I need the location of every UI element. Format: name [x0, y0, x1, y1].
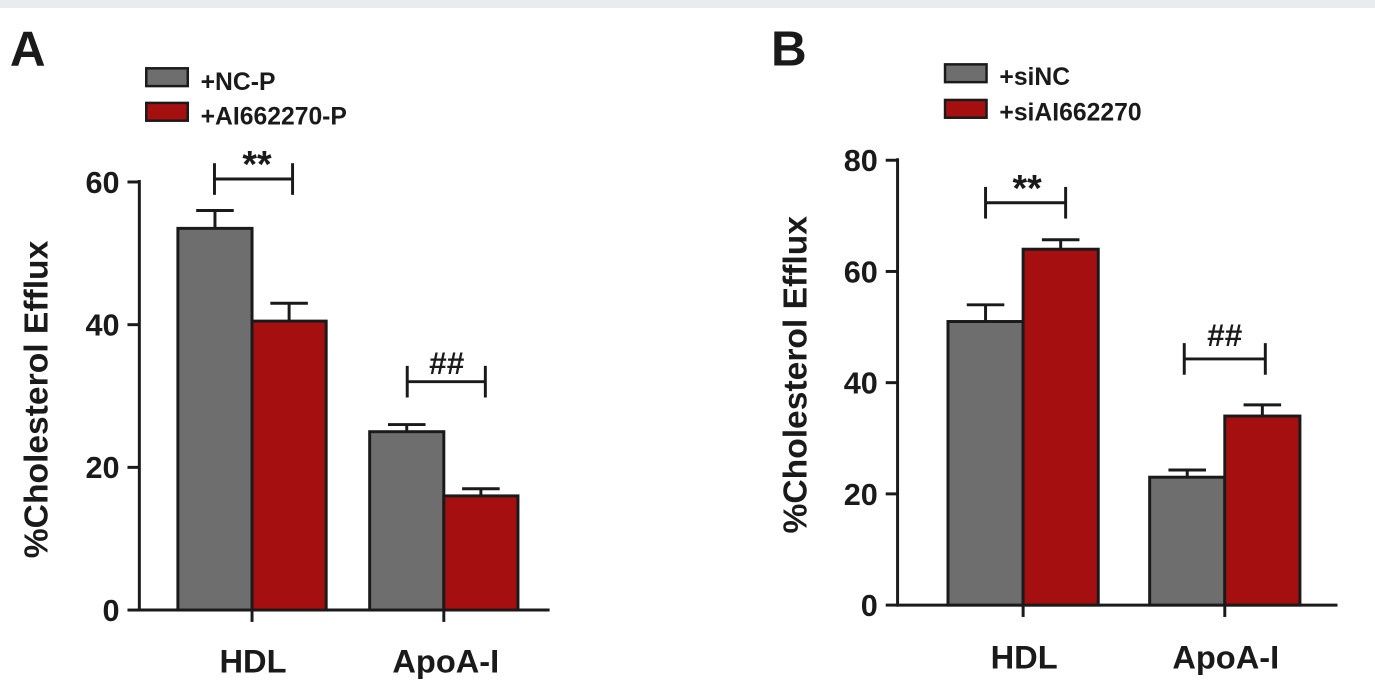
legend-swatch-b-1 — [943, 63, 988, 84]
legend-label-b-2: +siAI662270 — [999, 100, 1141, 127]
bar-a-s2-c2 — [442, 494, 520, 612]
chart-marks: 0 20 40 60 0 20 40 60 80 — [85, 63, 1338, 628]
y-axis-label-a: %Cholesterol Efflux — [18, 240, 55, 558]
y-tick-label-a-0: 0 — [103, 594, 120, 628]
x-category-label-b-1: HDL — [991, 638, 1058, 675]
chart-svg: A %Cholesterol Efflux +NC-P +AI662270-P … — [10, 21, 1338, 679]
legend-label-a-2: +AI662270-P — [201, 104, 347, 131]
y-tick-label-b-2: 40 — [844, 367, 878, 401]
y-tick-label-a-2: 40 — [85, 309, 119, 343]
y-axis-label-b: %Cholesterol Efflux — [778, 216, 815, 534]
y-tick-label-b-3: 60 — [844, 255, 878, 289]
y-tick-label-a-3: 60 — [85, 166, 119, 200]
y-tick-label-b-4: 80 — [844, 144, 878, 178]
bar-a-s1-c2 — [368, 430, 446, 612]
bar-b-s1-c2 — [1148, 475, 1227, 607]
y-tick-label-b-1: 20 — [844, 478, 878, 512]
significance-label-a-2: ## — [429, 345, 465, 381]
bar-a-s2-c1 — [250, 319, 328, 612]
y-tick-label-a-1: 20 — [85, 451, 119, 485]
y-tick-label-b-0: 0 — [861, 589, 878, 623]
legend-label-b-1: +siNC — [999, 64, 1070, 91]
bar-b-s2-c1 — [1021, 247, 1100, 607]
legend-label-a-1: +NC-P — [201, 69, 276, 96]
legend-swatch-a-2 — [145, 101, 190, 122]
x-category-label-a-1: HDL — [220, 642, 287, 679]
panel-letter-b: B — [771, 21, 807, 76]
bar-b-s1-c1 — [946, 320, 1025, 607]
panel-letter-a: A — [10, 21, 46, 76]
significance-label-b-2: ## — [1207, 317, 1243, 353]
bar-b-s2-c2 — [1223, 414, 1302, 607]
legend-swatch-b-2 — [943, 98, 988, 119]
x-category-label-a-2: ApoA-I — [392, 642, 499, 679]
x-category-label-b-2: ApoA-I — [1172, 638, 1279, 675]
bar-a-s1-c1 — [176, 226, 254, 612]
legend-swatch-a-1 — [145, 67, 190, 88]
